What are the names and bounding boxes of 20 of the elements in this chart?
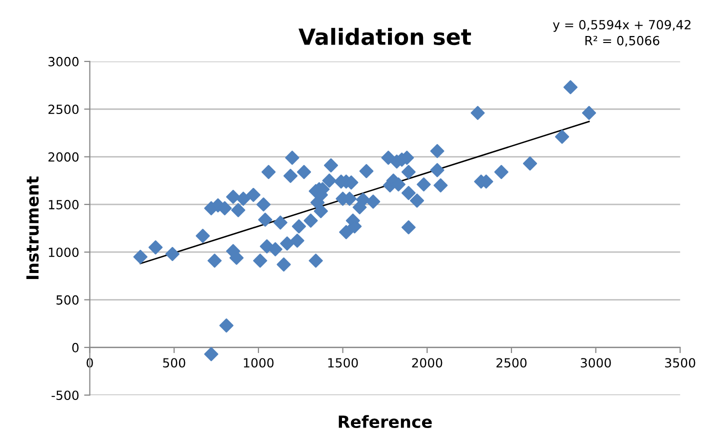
y-tick-label: -500 (52, 390, 79, 400)
x-tick-label: 1000 (244, 358, 274, 368)
y-tick-label: 2500 (48, 104, 79, 114)
chart-title: Validation set (298, 28, 471, 46)
y-tick-label: 500 (56, 295, 79, 305)
x-tick-label: 3500 (665, 358, 696, 368)
text: y = 0,5594x + 709,42 R² = 0,5066 (552, 20, 690, 47)
y-axis-title: Instrument (26, 176, 39, 280)
x-tick-label: 2500 (496, 358, 527, 368)
y-tick-label: 2000 (48, 152, 79, 162)
x-tick-label: 500 (163, 358, 186, 368)
x-tick-label: 1500 (328, 358, 358, 368)
y-tick-label: 3000 (48, 56, 79, 66)
y-tick-label: 1000 (48, 248, 79, 258)
y-tick-label: 0 (72, 342, 79, 352)
x-tick-label: 0 (86, 358, 93, 368)
x-tick-label: 3000 (580, 358, 611, 368)
x-axis-title: Reference (338, 415, 432, 428)
x-tick-label: 2000 (412, 358, 442, 368)
y-tick-label: 1500 (48, 200, 79, 210)
